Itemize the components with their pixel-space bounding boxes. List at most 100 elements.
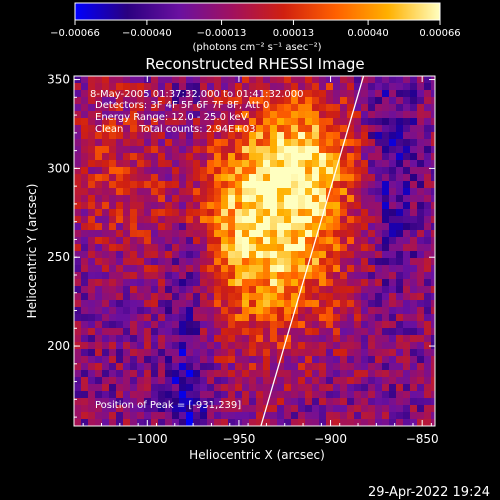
heatmap-cell <box>340 370 348 378</box>
heatmap-cell <box>95 391 103 399</box>
heatmap-cell <box>242 230 250 238</box>
heatmap-cell <box>361 363 369 371</box>
heatmap-cell <box>235 216 243 224</box>
heatmap-cell <box>284 251 292 259</box>
heatmap-cell <box>81 342 89 350</box>
heatmap-cell <box>242 237 250 245</box>
heatmap-cell <box>235 230 243 238</box>
heatmap-cell <box>417 97 425 105</box>
heatmap-cell <box>298 223 306 231</box>
heatmap-cell <box>109 111 117 119</box>
heatmap-cell <box>354 202 362 210</box>
heatmap-cell <box>151 391 159 399</box>
heatmap-cell <box>172 76 180 84</box>
heatmap-cell <box>235 153 243 161</box>
heatmap-cell <box>81 223 89 231</box>
heatmap-cell <box>389 370 397 378</box>
heatmap-cell <box>263 223 271 231</box>
heatmap-cell <box>74 307 82 315</box>
heatmap-cell <box>130 412 138 420</box>
heatmap-cell <box>235 286 243 294</box>
heatmap-cell <box>312 300 320 308</box>
heatmap-cell <box>263 83 271 91</box>
heatmap-cell <box>81 293 89 301</box>
heatmap-cell <box>403 174 411 182</box>
heatmap-cell <box>102 377 110 385</box>
heatmap-cell <box>214 363 222 371</box>
heatmap-cell <box>95 125 103 133</box>
heatmap-cell <box>389 188 397 196</box>
heatmap-cell <box>326 314 334 322</box>
heatmap-cell <box>291 349 299 357</box>
heatmap-cell <box>270 83 278 91</box>
heatmap-cell <box>165 76 173 84</box>
heatmap-cell <box>284 223 292 231</box>
heatmap-cell <box>214 342 222 350</box>
heatmap-cell <box>179 83 187 91</box>
heatmap-cell <box>354 83 362 91</box>
heatmap-cell <box>305 300 313 308</box>
y-tick-label: 350 <box>47 73 70 87</box>
heatmap-cell <box>123 293 131 301</box>
heatmap-cell <box>340 153 348 161</box>
heatmap-cell <box>186 202 194 210</box>
heatmap-cell <box>340 97 348 105</box>
heatmap-cell <box>270 384 278 392</box>
heatmap-cell <box>144 237 152 245</box>
heatmap-cell <box>389 125 397 133</box>
heatmap-cell <box>193 76 201 84</box>
heatmap-cell <box>368 181 376 189</box>
heatmap-cell <box>102 167 110 175</box>
heatmap-cell <box>340 181 348 189</box>
heatmap-cell <box>137 300 145 308</box>
heatmap-cell <box>417 349 425 357</box>
heatmap-cell <box>242 279 250 287</box>
heatmap-cell <box>88 230 96 238</box>
heatmap-cell <box>333 349 341 357</box>
heatmap-cell <box>312 174 320 182</box>
heatmap-cell <box>179 146 187 154</box>
heatmap-cell <box>347 223 355 231</box>
heatmap-cell <box>158 405 166 413</box>
heatmap-cell <box>172 125 180 133</box>
heatmap-cell <box>165 258 173 266</box>
heatmap-cell <box>207 202 215 210</box>
heatmap-cell <box>291 265 299 273</box>
heatmap-cell <box>172 307 180 315</box>
heatmap-cell <box>123 244 131 252</box>
heatmap-cell <box>389 251 397 259</box>
heatmap-cell <box>151 342 159 350</box>
heatmap-cell <box>263 174 271 182</box>
heatmap-cell <box>207 370 215 378</box>
heatmap-cell <box>284 307 292 315</box>
heatmap-cell <box>214 419 222 426</box>
heatmap-cell <box>284 293 292 301</box>
heatmap-cell <box>277 419 285 426</box>
heatmap-cell <box>361 349 369 357</box>
heatmap-cell <box>116 153 124 161</box>
heatmap-cell <box>291 97 299 105</box>
heatmap-cell <box>74 174 82 182</box>
heatmap-cell <box>172 216 180 224</box>
heatmap-cell <box>403 258 411 266</box>
heatmap-cell <box>368 216 376 224</box>
heatmap-cell <box>256 223 264 231</box>
heatmap-cell <box>88 237 96 245</box>
heatmap-cell <box>347 202 355 210</box>
heatmap-cell <box>347 328 355 336</box>
heatmap-cell <box>256 342 264 350</box>
heatmap-cell <box>102 321 110 329</box>
heatmap-cell <box>312 251 320 259</box>
heatmap-cell <box>74 146 82 154</box>
heatmap-cell <box>277 349 285 357</box>
heatmap-cell <box>242 97 250 105</box>
heatmap-cell <box>102 265 110 273</box>
heatmap-cell <box>340 160 348 168</box>
heatmap-cell <box>123 188 131 196</box>
heatmap-cell <box>186 160 194 168</box>
heatmap-cell <box>333 419 341 426</box>
heatmap-cell <box>396 300 404 308</box>
heatmap-cell <box>88 398 96 406</box>
heatmap-cell <box>130 244 138 252</box>
heatmap-cell <box>144 223 152 231</box>
